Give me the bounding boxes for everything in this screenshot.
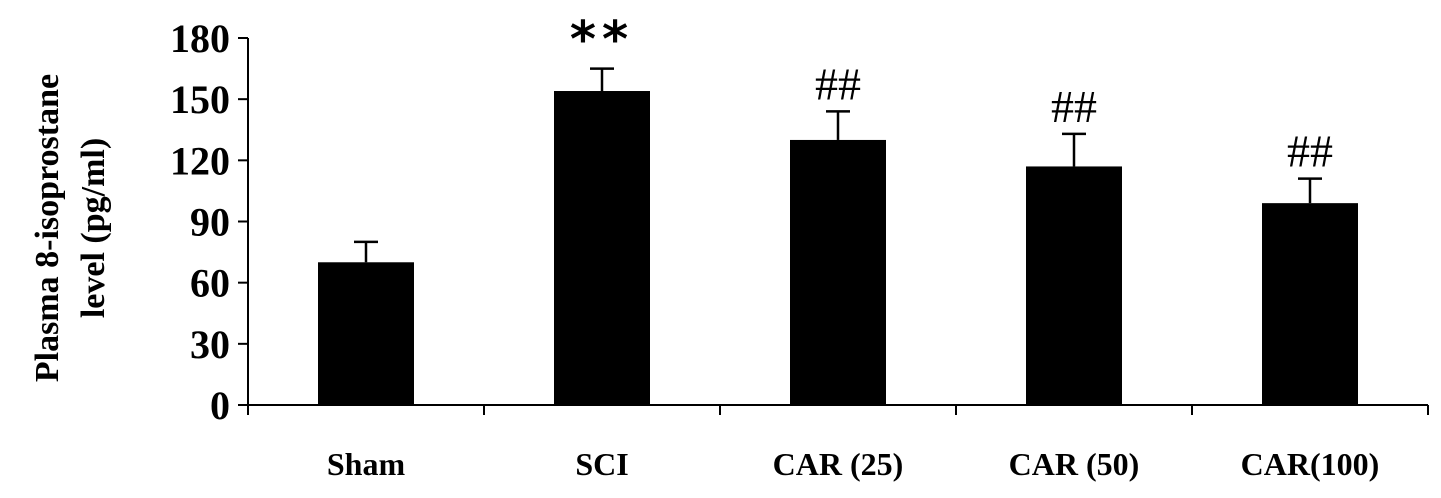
plot-area: 0 30 60 90 120 150 180 Sham ** SCI ## CAR (25) ## CAR…: [170, 11, 1429, 482]
significance-label: ##: [815, 58, 861, 109]
y-tick-label: 120: [170, 138, 230, 183]
significance-label: **: [570, 11, 634, 69]
y-tick-label: 150: [170, 77, 230, 122]
x-category-label: CAR (25): [773, 446, 904, 482]
y-tick-label: 180: [170, 16, 230, 61]
significance-label: ##: [1051, 81, 1097, 132]
bar: [1262, 203, 1358, 405]
y-axis-title: Plasma 8-isoprostane level (pg/ml): [29, 74, 112, 382]
bar: [318, 262, 414, 405]
x-category-label: Sham: [327, 446, 406, 482]
significance-label: ##: [1287, 126, 1333, 177]
y-axis-title-line-1: Plasma 8-isoprostane: [29, 74, 66, 382]
y-axis-title-line-2: level (pg/ml): [75, 138, 112, 318]
bar: [554, 91, 650, 405]
y-tick-label: 0: [210, 383, 230, 428]
bar: [1026, 166, 1122, 405]
x-category-label: CAR(100): [1241, 446, 1380, 482]
bar: [790, 139, 886, 405]
y-tick-label: 90: [190, 200, 230, 245]
y-tick-label: 60: [190, 261, 230, 306]
x-category-label: SCI: [575, 446, 628, 482]
y-tick-label: 30: [190, 322, 230, 367]
x-category-label: CAR (50): [1009, 446, 1140, 482]
